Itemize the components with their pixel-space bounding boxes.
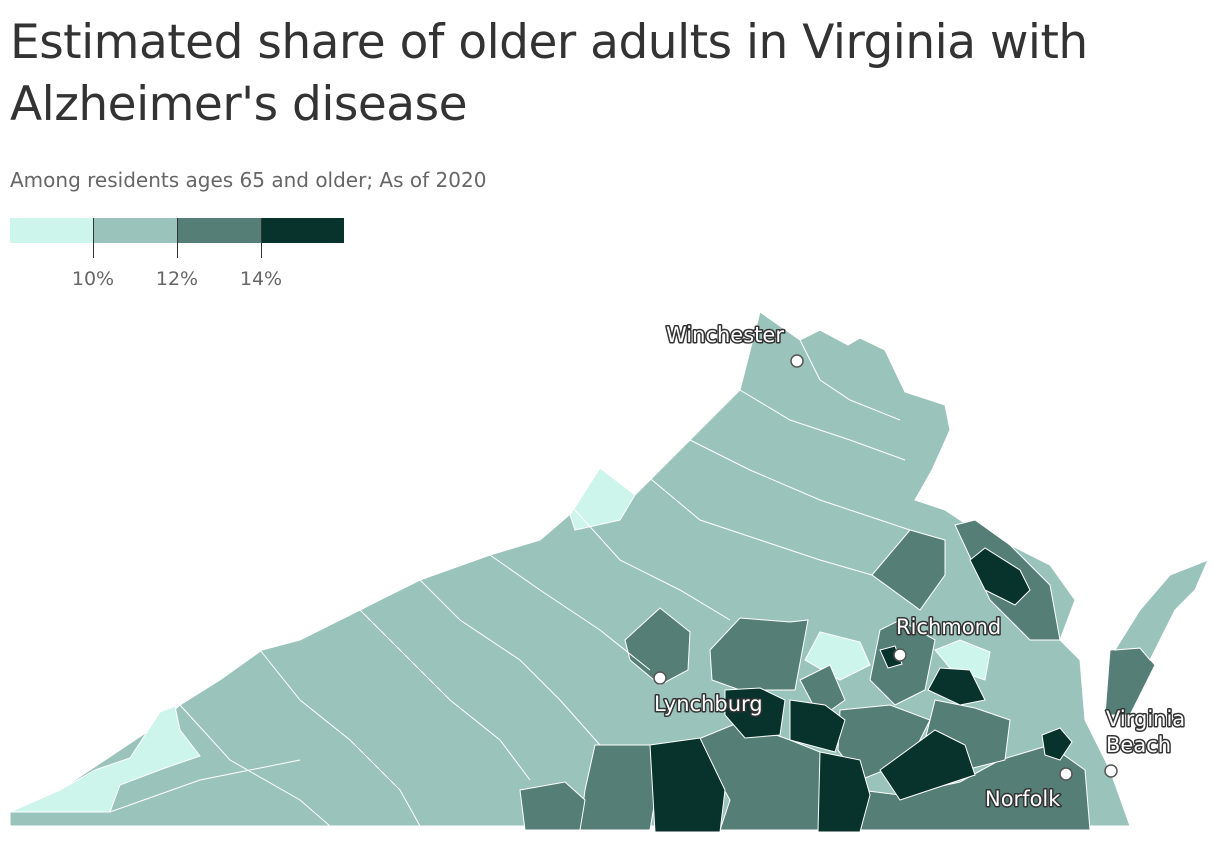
- legend-bin-2: [94, 218, 178, 243]
- richmond-marker: [893, 648, 907, 662]
- county-lightest-1: [569, 467, 636, 531]
- county-darkest-3: [789, 699, 846, 753]
- norfolk-marker: [1059, 767, 1073, 781]
- county-darkest-8: [1041, 727, 1073, 761]
- virginia-map: Winchester Richmond Lynchburg Virginia B…: [0, 300, 1220, 844]
- legend-bin-1: [10, 218, 94, 243]
- county-mid-3: [871, 529, 946, 611]
- chart-subtitle: Among residents ages 65 and older; As of…: [10, 168, 487, 192]
- county-mid-5: [1104, 647, 1156, 716]
- legend-tick-1: [93, 218, 94, 258]
- county-mid-10: [519, 781, 586, 831]
- virginia-beach-marker: [1104, 764, 1118, 778]
- norfolk-label: Norfolk: [985, 787, 1061, 811]
- lynchburg-marker: [653, 671, 667, 685]
- county-darkest-2: [724, 687, 786, 739]
- county-lightest-4: [934, 639, 991, 681]
- virginia-beach-label-line2: Beach: [1106, 733, 1171, 757]
- virginia-beach-label-line1: Virginia: [1106, 707, 1185, 731]
- color-legend: 10% 12% 14%: [10, 218, 350, 298]
- legend-label-10: 10%: [71, 268, 115, 290]
- richmond-label: Richmond: [896, 615, 1001, 639]
- county-darkest-5: [879, 729, 976, 801]
- lynchburg-label: Lynchburg: [654, 692, 763, 716]
- chart-title: Estimated share of older adults in Virgi…: [10, 15, 1088, 132]
- county-darkest-4: [817, 751, 871, 833]
- county-darkest-6: [927, 667, 986, 706]
- legend-label-12: 12%: [155, 268, 199, 290]
- winchester-label: Winchester: [666, 323, 784, 347]
- county-mid-11: [869, 619, 936, 706]
- county-mid-1: [624, 607, 691, 686]
- county-darkest-1: [649, 737, 726, 833]
- county-lightest-2: [9, 705, 201, 813]
- county-mid-2: [709, 617, 809, 691]
- map-svg: Winchester Richmond Lynchburg Virginia B…: [9, 311, 1209, 833]
- county-darkest-7: [969, 547, 1031, 606]
- legend-tick-3: [261, 218, 262, 258]
- legend-bin-4: [262, 218, 344, 243]
- legend-label-14: 14%: [239, 268, 283, 290]
- legend-bin-3: [178, 218, 262, 243]
- legend-tick-2: [177, 218, 178, 258]
- winchester-marker: [790, 354, 804, 368]
- eastern-shore: [1114, 559, 1209, 661]
- county-mid-6: [579, 744, 661, 831]
- county-borders: [109, 339, 911, 827]
